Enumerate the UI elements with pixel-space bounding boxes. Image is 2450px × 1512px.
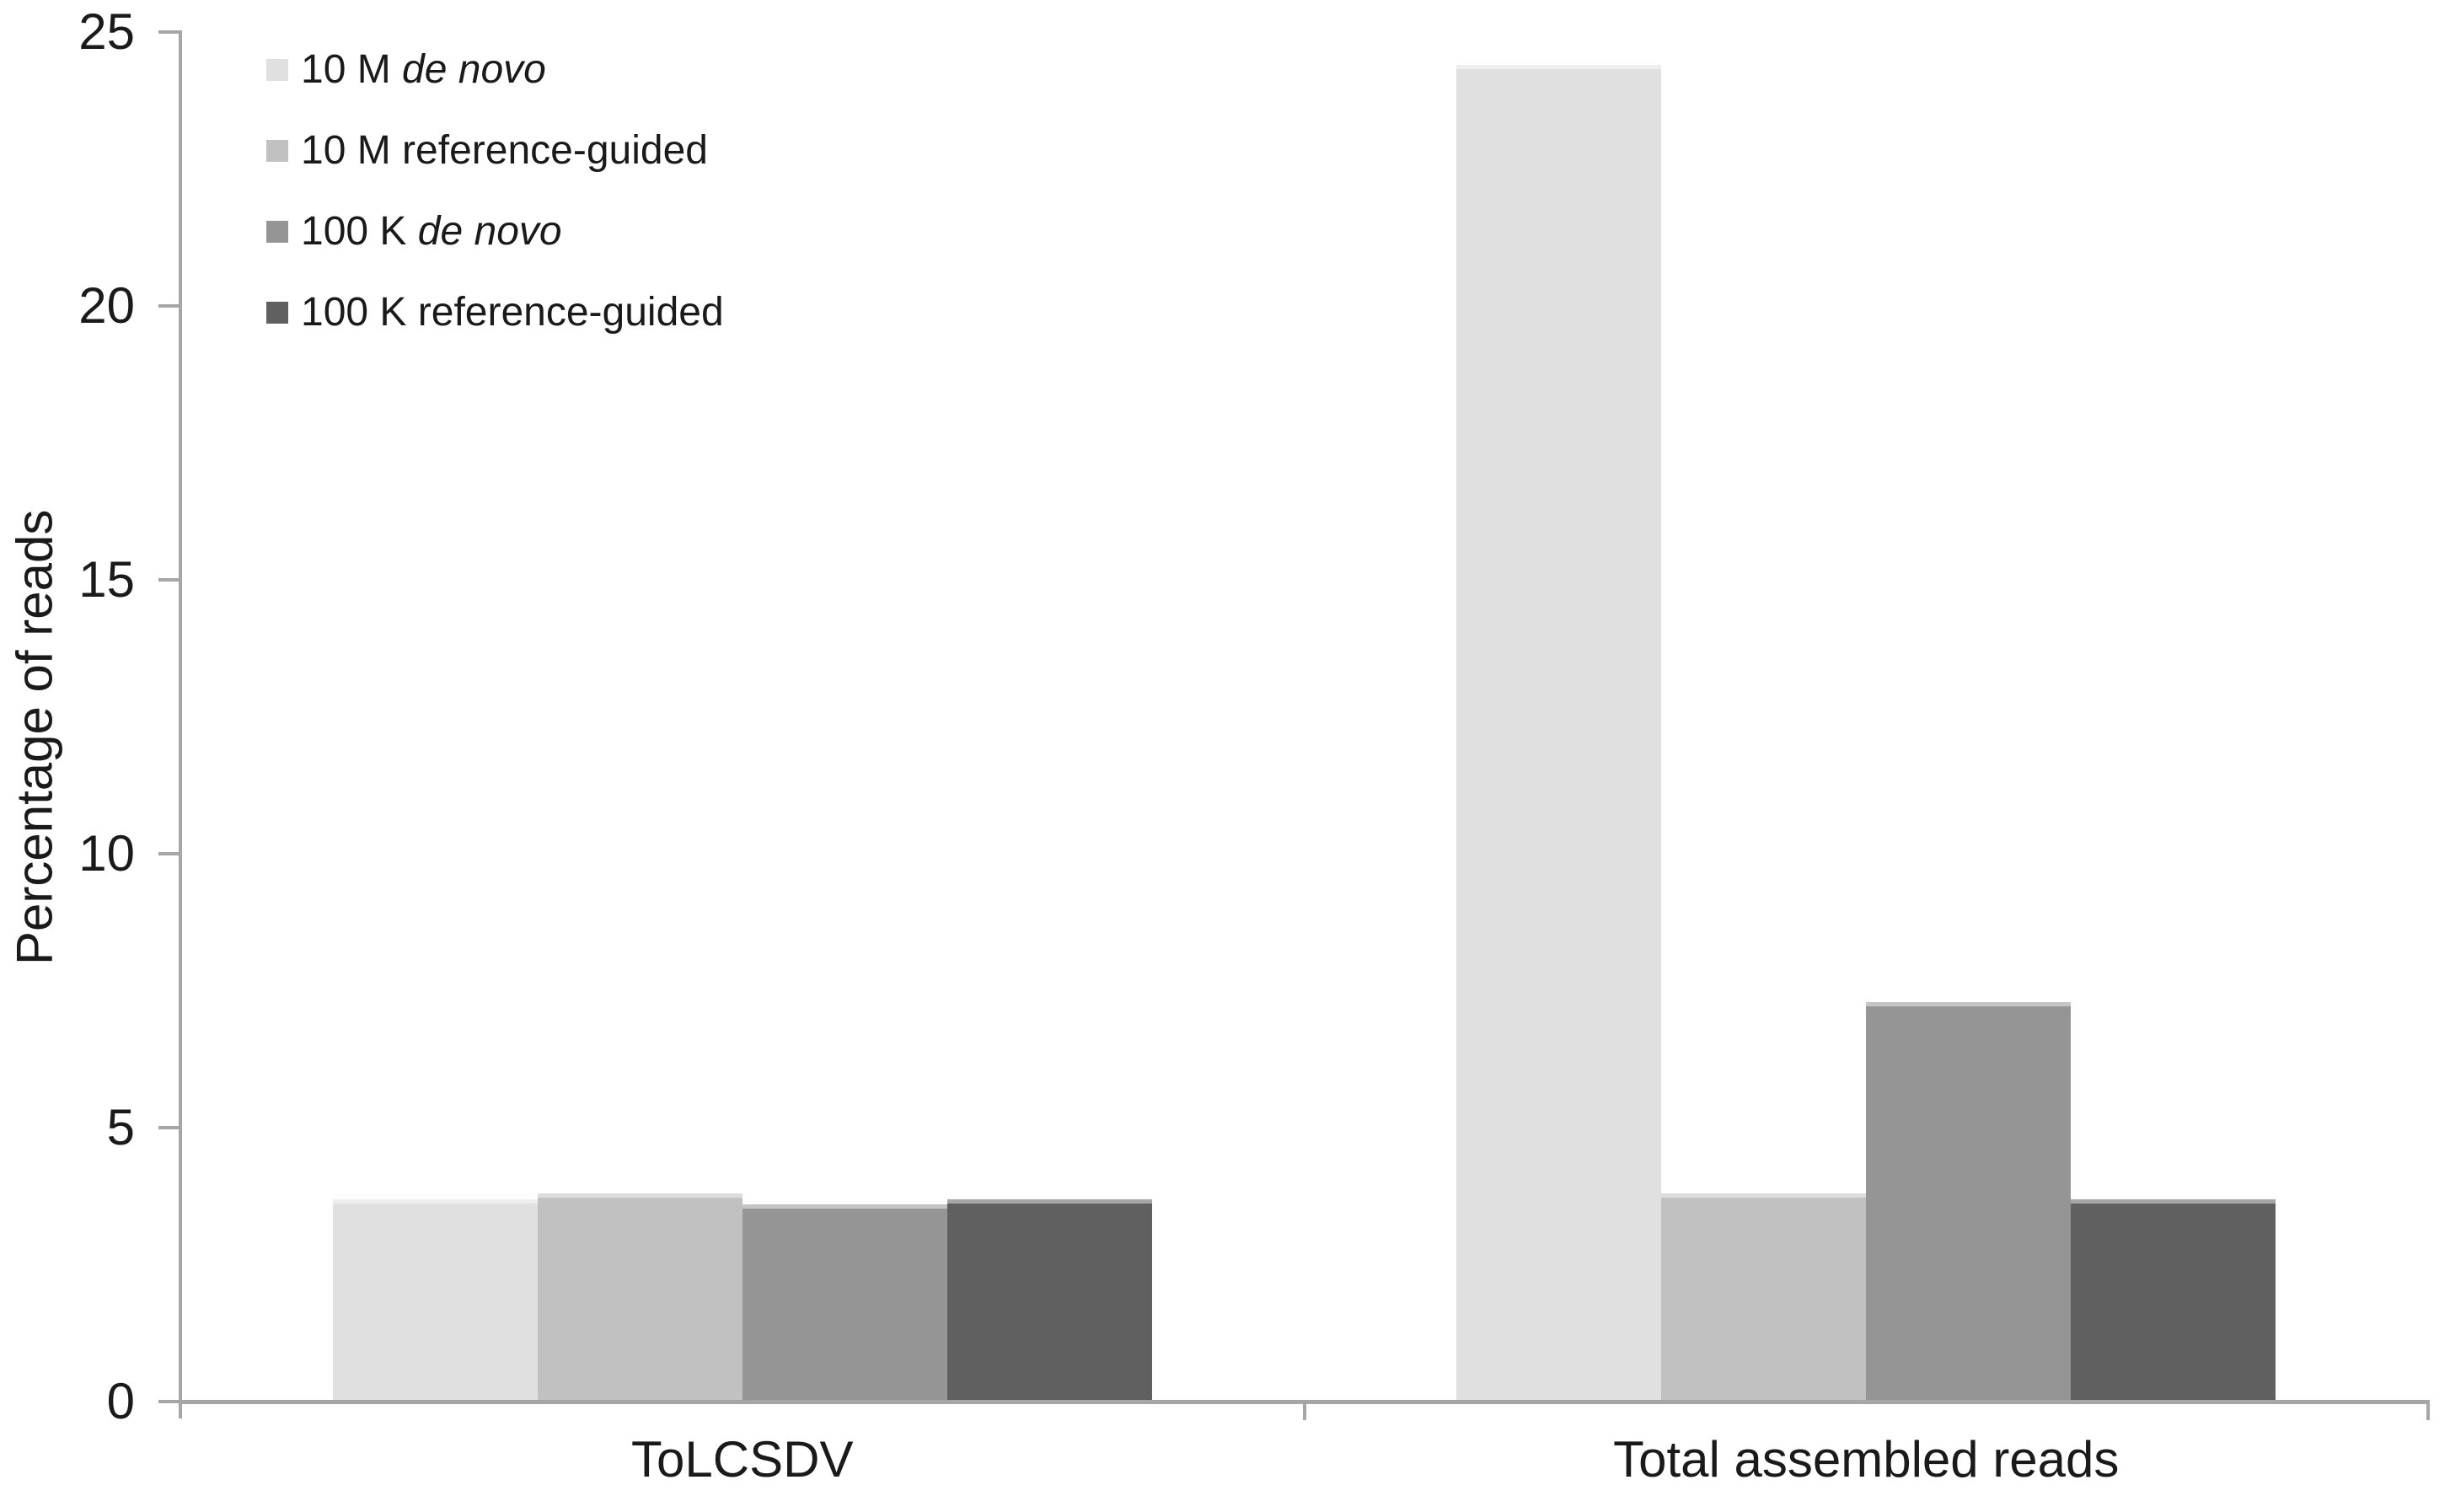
y-axis-tick-label: 20 xyxy=(78,277,135,334)
y-axis-tick-mark xyxy=(158,1126,180,1129)
x-axis-tick-mark xyxy=(2426,1402,2430,1420)
legend-swatch xyxy=(266,59,288,81)
legend-item-100-k-reference-guided: 100 K reference-guided xyxy=(266,272,724,353)
bar-100-k-de-novo-tolcsdv xyxy=(742,1204,947,1402)
y-axis-tick-label: 15 xyxy=(78,551,135,608)
y-axis-tick-label: 10 xyxy=(78,825,135,882)
bar-top-highlight xyxy=(332,1198,538,1204)
legend-label-text: 10 M reference-guided xyxy=(301,128,708,173)
y-axis-tick-label: 0 xyxy=(106,1373,135,1429)
legend-swatch xyxy=(266,221,288,243)
bar-100-k-reference-guided-total-assembled-reads xyxy=(2071,1198,2276,1402)
y-axis-tick-mark xyxy=(158,30,180,34)
legend-swatch xyxy=(266,140,288,162)
y-axis-line xyxy=(179,30,182,1418)
y-axis-tick-mark xyxy=(158,578,180,582)
legend: 10 M de novo 10 M reference-guided 100 K d… xyxy=(266,29,724,353)
legend-label-italic-text: de novo xyxy=(402,47,546,92)
y-axis-tick-label: 25 xyxy=(78,3,135,60)
bar-top-highlight xyxy=(2071,1198,2276,1204)
legend-label-italic-text: de novo xyxy=(417,209,562,254)
y-axis-tick-mark xyxy=(158,304,180,308)
x-axis-category-label-total-assembled-reads: Total assembled reads xyxy=(1613,1431,2120,1488)
legend-swatch xyxy=(266,302,288,324)
bar-100-k-de-novo-total-assembled-reads xyxy=(1866,1001,2072,1402)
legend-label: 100 K reference-guided xyxy=(301,291,724,335)
bar-10-m-de-novo-total-assembled-reads xyxy=(1456,65,1662,1402)
bar-10-m-reference-guided-total-assembled-reads xyxy=(1661,1193,1867,1402)
bar-10-m-de-novo-tolcsdv xyxy=(332,1198,538,1402)
legend-label-text: 100 K reference-guided xyxy=(301,290,724,335)
y-axis-tick-label: 5 xyxy=(106,1099,135,1155)
x-axis-category-label-tolcsdv: ToLCSDV xyxy=(631,1431,854,1488)
bar-top-highlight xyxy=(1661,1193,1867,1198)
legend-item-100-k-de-novo: 100 K de novo xyxy=(266,191,724,272)
bar-top-highlight xyxy=(1456,65,1662,69)
legend-label: 100 K de novo xyxy=(301,210,562,254)
legend-label: 10 M reference-guided xyxy=(301,129,708,173)
y-axis-tick-mark xyxy=(158,852,180,855)
x-axis-tick-mark xyxy=(1302,1402,1306,1420)
bar-top-highlight xyxy=(946,1198,1152,1204)
y-axis-title: Percentage of reads xyxy=(6,509,63,966)
legend-item-10-m-de-novo: 10 M de novo xyxy=(266,29,724,110)
legend-label-text: 100 K xyxy=(301,209,418,254)
bar-top-highlight xyxy=(742,1204,947,1209)
y-axis-tick-mark xyxy=(158,1400,180,1403)
legend-item-10-m-reference-guided: 10 M reference-guided xyxy=(266,110,724,191)
legend-label: 10 M de novo xyxy=(301,48,546,92)
bar-top-highlight xyxy=(1866,1001,2072,1006)
bar-10-m-reference-guided-tolcsdv xyxy=(537,1193,743,1402)
bar-100-k-reference-guided-tolcsdv xyxy=(946,1198,1152,1402)
legend-label-text: 10 M xyxy=(301,47,403,92)
bar-top-highlight xyxy=(537,1193,743,1198)
